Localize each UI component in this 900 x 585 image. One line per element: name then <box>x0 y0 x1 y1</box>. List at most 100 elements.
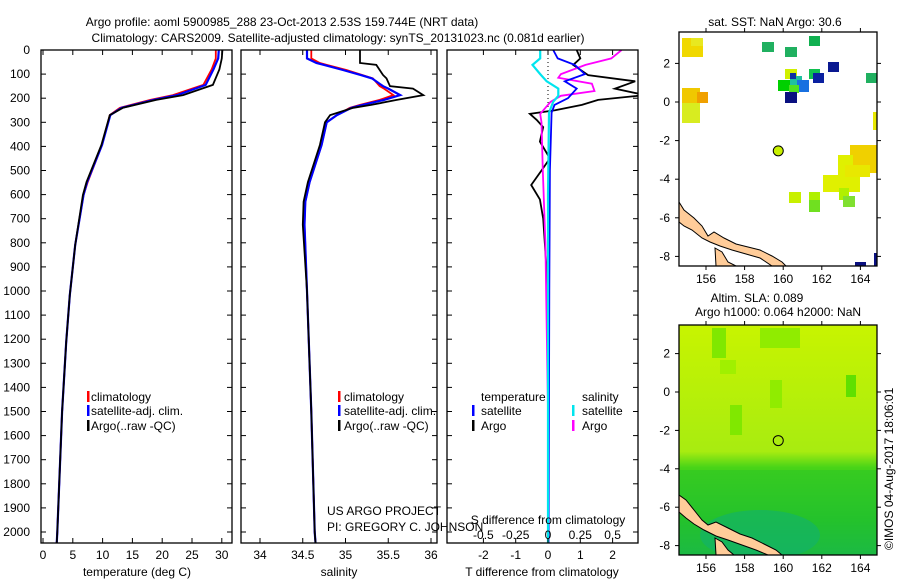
sla-patch <box>730 405 742 435</box>
x-tick-label: 34 <box>253 548 267 562</box>
legend-label: satellite <box>481 404 522 418</box>
lon-tick-label: 162 <box>812 561 832 575</box>
sla-map-subtitle: Argo h1000: 0.064 h2000: NaN <box>695 305 861 319</box>
pi-credit: PI: GREGORY C. JOHNSON <box>327 520 483 534</box>
depth-tick-label: 900 <box>10 260 30 274</box>
depth-tick-label: 400 <box>10 139 30 153</box>
depth-tick-label: 1700 <box>3 453 30 467</box>
sst-patch <box>809 192 820 200</box>
salinity-panel: salinity 34 34.5 35 35.5 36 <box>240 49 438 579</box>
temperature-legend: climatology satellite-adj. clim. Argo(..… <box>87 390 183 433</box>
depth-tick-label: 800 <box>10 236 30 250</box>
sst-patch <box>823 175 860 192</box>
s-tick-label: 0.5 <box>604 528 621 542</box>
legend-swatch-s-argo <box>572 420 575 431</box>
x-tick-label: 15 <box>126 548 140 562</box>
legend-swatch-argo <box>338 420 341 431</box>
legend-swatch-satellite <box>87 405 90 416</box>
s-difference-xlabel: S difference from climatology <box>471 513 626 527</box>
sst-patch <box>813 73 824 83</box>
depth-tick-label: 0 <box>23 43 30 57</box>
lat-tick-label: -6 <box>659 211 670 225</box>
lat-tick-label: -4 <box>659 462 670 476</box>
lon-tick-label: 164 <box>850 561 870 575</box>
depth-tick-label: 200 <box>10 91 30 105</box>
sst-patch <box>785 47 797 57</box>
argo-location-marker <box>772 145 784 157</box>
sst-patch <box>682 103 700 123</box>
legend-swatch-argo <box>87 420 90 431</box>
sla-patch <box>700 510 820 555</box>
t-satellite-difference <box>547 50 587 543</box>
sst-patch <box>845 165 870 177</box>
salinity-panel-frame <box>240 49 438 544</box>
argo-raw-qc--profile <box>301 50 426 543</box>
x-tick-label: 10 <box>96 548 110 562</box>
legend-label: satellite-adj. clim. <box>344 404 436 418</box>
sst-patch <box>778 80 790 91</box>
legend-label: satellite-adj. clim. <box>91 404 183 418</box>
lon-tick-label: 164 <box>850 272 870 286</box>
legend-swatch-t-argo <box>472 420 475 431</box>
lon-tick-label: 162 <box>812 272 832 286</box>
legend-header-salinity: salinity <box>582 390 619 404</box>
depth-tick-label: 1400 <box>3 380 30 394</box>
lat-tick-label: -8 <box>659 539 670 553</box>
depth-tick-label: 600 <box>10 188 30 202</box>
sla-map-title: Altim. SLA: 0.089 <box>711 291 804 305</box>
sla-patch <box>720 360 736 374</box>
legend-label: climatology <box>91 390 151 404</box>
s-argo-difference <box>539 50 623 543</box>
x-tick-label: 2 <box>609 548 616 562</box>
lat-tick-label: -8 <box>659 249 670 263</box>
depth-tick-label: 1800 <box>3 477 30 491</box>
lat-tick-label: -2 <box>659 134 670 148</box>
sst-patch <box>697 92 708 103</box>
sst-patch <box>828 62 839 72</box>
sla-map-frame <box>678 324 878 556</box>
x-tick-label: 25 <box>185 548 199 562</box>
climatology-profile <box>55 50 217 543</box>
sst-patches <box>679 36 877 266</box>
sst-map: sat. SST: NaN Argo: 30.6 <box>659 15 881 286</box>
legend-swatch-satellite <box>338 405 341 416</box>
difference-panel-frame <box>446 49 639 544</box>
land-mass <box>714 537 735 555</box>
sst-patch <box>682 88 700 103</box>
difference-legend: temperature salinity satellite Argo sate… <box>472 390 623 433</box>
temperature-panel: temperature (deg C) 01002003004005006007… <box>3 43 233 579</box>
legend-swatch-s-satellite <box>572 405 575 416</box>
x-tick-label: 1 <box>577 548 584 562</box>
depth-tick-label: 2000 <box>3 525 30 539</box>
s-tick-label: 0.25 <box>569 528 593 542</box>
lon-tick-label: 158 <box>735 561 755 575</box>
temperature-panel-frame <box>40 49 233 544</box>
sst-patch <box>809 200 820 212</box>
t-argo-difference <box>527 50 638 543</box>
lon-tick-label: 156 <box>696 561 716 575</box>
sst-patch <box>843 196 855 207</box>
sst-patch <box>790 73 796 79</box>
lon-tick-label: 160 <box>773 561 793 575</box>
sla-patch <box>712 328 726 358</box>
legend-label: climatology <box>344 390 404 404</box>
argo-raw-qc--profile <box>55 50 224 543</box>
sst-patch <box>797 80 809 92</box>
land-mass <box>679 201 787 266</box>
depth-tick-label: 1000 <box>3 284 30 298</box>
satellite-adj-clim--profile <box>303 50 404 543</box>
x-tick-label: -2 <box>478 548 489 562</box>
lat-tick-label: -6 <box>659 500 670 514</box>
figure-title: Argo profile: aoml 5900985_288 23-Oct-20… <box>86 15 478 29</box>
depth-tick-label: 300 <box>10 115 30 129</box>
sst-patch <box>874 253 877 266</box>
temperature-xlabel: temperature (deg C) <box>83 565 191 579</box>
argo-location-marker <box>772 435 784 447</box>
depth-tick-label: 1200 <box>3 332 30 346</box>
legend-swatch-climatology <box>87 391 90 402</box>
legend-label: Argo(..raw -QC) <box>91 419 176 433</box>
project-credit: US ARGO PROJECT <box>327 504 442 518</box>
legend-label: Argo(..raw -QC) <box>344 419 429 433</box>
sst-patch <box>809 36 820 46</box>
depth-tick-label: 100 <box>10 67 30 81</box>
